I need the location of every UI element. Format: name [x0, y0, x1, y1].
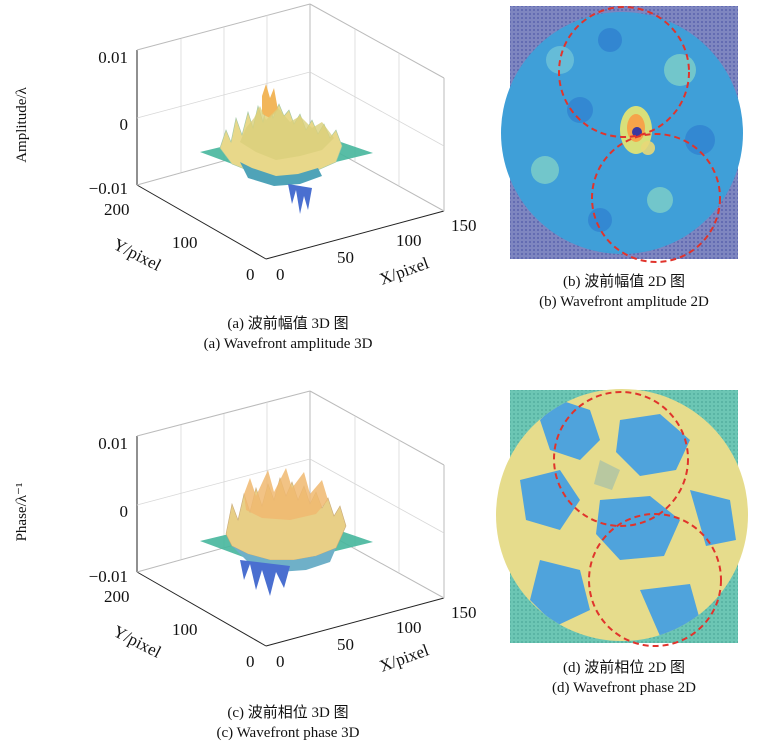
panel-a-skirt	[240, 162, 322, 186]
panel-b-lower-circle	[591, 133, 721, 263]
panel-a-xtick-0: 0	[276, 265, 285, 284]
caption-b-cn: (b) 波前幅值 2D 图	[562, 274, 686, 290]
panel-d-lower-circle	[588, 513, 722, 647]
panel-c-xtick-150: 150	[451, 603, 477, 622]
panel-b-heatmap	[501, 6, 743, 263]
panel-b-upper-circle	[558, 6, 690, 138]
panel-a-ytick-200: 200	[104, 200, 130, 219]
panel-a-trough	[288, 184, 312, 214]
caption-a: (a) 波前幅值 3D 图 (a) Wavefront amplitude 3D	[138, 314, 438, 354]
panel-a-xlabel: X/pixel	[377, 253, 432, 288]
panel-c-xtick-50: 50	[337, 635, 354, 654]
panel-a-xtick-100: 100	[396, 231, 422, 250]
caption-b-en: (b) Wavefront amplitude 2D	[539, 294, 709, 310]
panel-c-trough	[240, 560, 290, 596]
panel-d-heatmap	[496, 389, 748, 647]
panel-c-xtick-0: 0	[276, 652, 285, 671]
panel-a-xtick-150: 150	[451, 216, 477, 235]
caption-a-cn: (a) 波前幅值 3D 图	[227, 316, 349, 332]
panel-a-xtick-50: 50	[337, 248, 354, 267]
panel-a-zlabel: Amplitude/λ	[14, 86, 30, 162]
panel-c-peaks	[244, 468, 328, 520]
caption-a-en: (a) Wavefront amplitude 3D	[203, 336, 373, 352]
panel-c-ytick-100: 100	[172, 620, 198, 639]
panel-a-ytick-100: 100	[172, 233, 198, 252]
panel-a-ylabel: Y/pixel	[110, 235, 164, 275]
panel-d-upper-circle	[553, 391, 689, 527]
caption-c-cn: (c) 波前相位 3D 图	[227, 705, 349, 721]
panel-c-xlabel: X/pixel	[377, 640, 432, 675]
panel-a-ztick-3: −0.01	[89, 179, 128, 198]
panel-a-ytick-0: 0	[246, 265, 255, 284]
panel-a-ztick-1: 0.01	[98, 48, 128, 67]
panel-c-ytick-0: 0	[246, 652, 255, 671]
panel-c-ytick-200: 200	[104, 587, 130, 606]
caption-c: (c) 波前相位 3D 图 (c) Wavefront phase 3D	[138, 703, 438, 743]
panel-c-ylabel: Y/pixel	[110, 622, 164, 662]
panel-c-3d-plot: 0.01 0 −0.01 Phase/λ⁻¹ 200 100 0 Y/pixel…	[14, 390, 477, 676]
caption-d-cn: (d) 波前相位 2D 图	[562, 660, 686, 676]
caption-c-en: (c) Wavefront phase 3D	[216, 725, 360, 741]
panel-c-ztick-1: 0.01	[98, 434, 128, 453]
panel-a-peak	[262, 84, 278, 118]
panel-c-zlabel: Phase/λ⁻¹	[14, 483, 30, 542]
panel-c-ztick-2: 0	[120, 502, 129, 521]
panel-c-ztick-3: −0.01	[89, 567, 128, 586]
caption-d: (d) 波前相位 2D 图 (d) Wavefront phase 2D	[474, 658, 761, 698]
panel-a-3d-plot: 0.01 0 −0.01 Amplitude/λ 200 100 0 Y/pix…	[14, 3, 477, 289]
caption-b: (b) 波前幅值 2D 图 (b) Wavefront amplitude 2D	[474, 272, 761, 312]
panel-c-xtick-100: 100	[396, 618, 422, 637]
panel-a-ztick-2: 0	[120, 115, 129, 134]
caption-d-en: (d) Wavefront phase 2D	[552, 680, 696, 696]
